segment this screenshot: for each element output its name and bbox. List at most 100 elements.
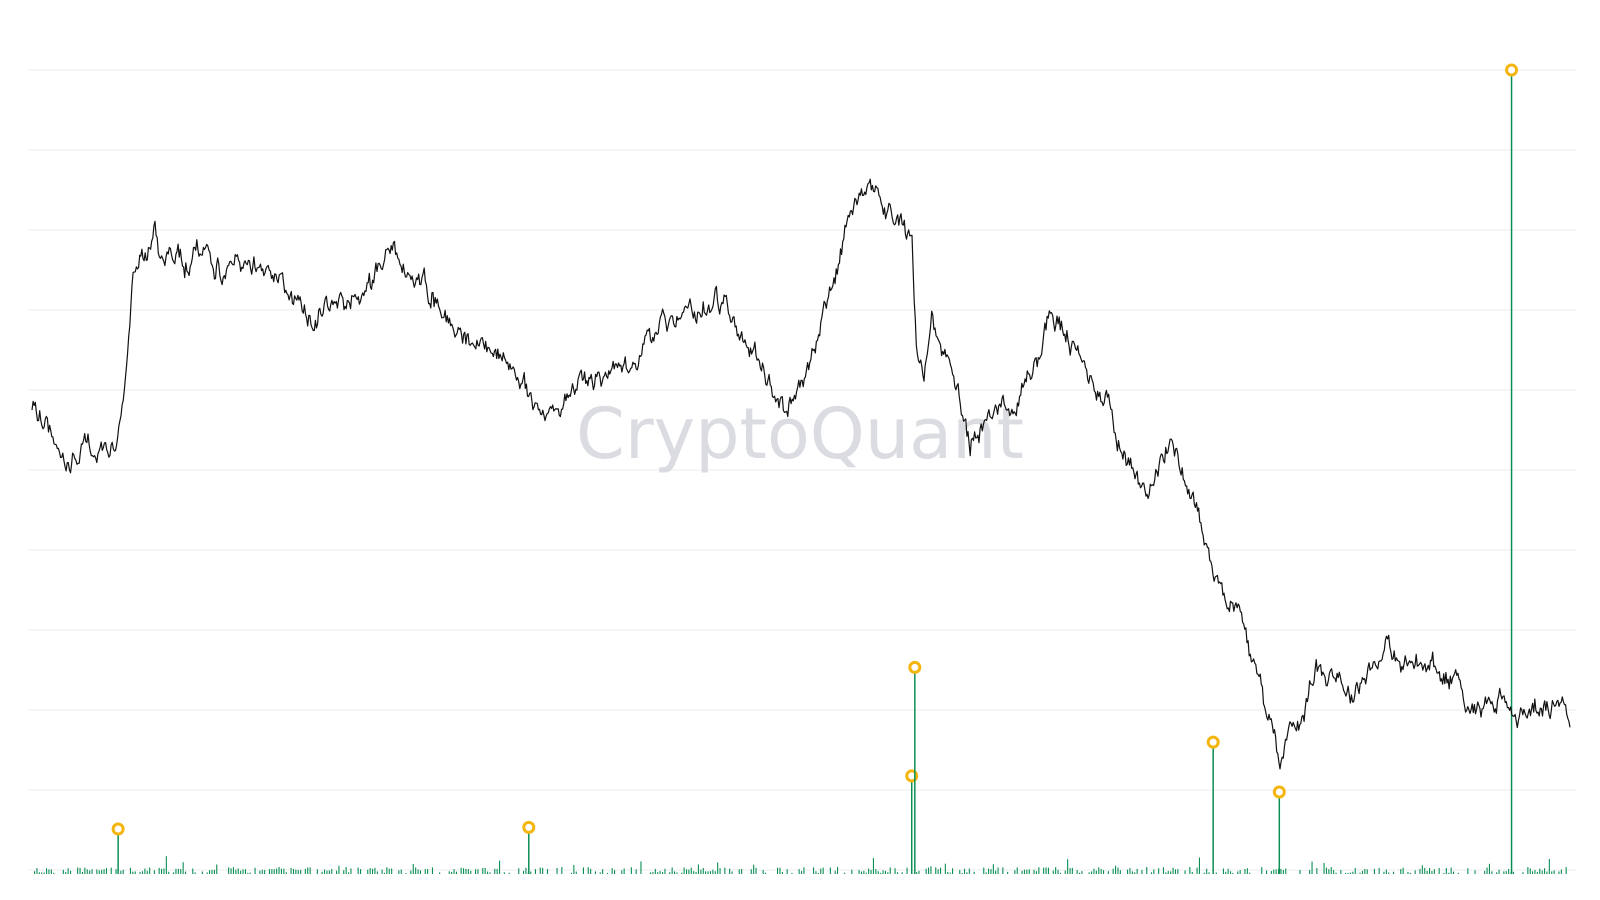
volume-bar: [1541, 870, 1543, 874]
volume-bar: [48, 869, 50, 874]
volume-bar: [357, 867, 359, 874]
volume-bar: [336, 870, 338, 874]
watermark: CryptoQuant: [576, 393, 1024, 475]
volume-bar: [1047, 867, 1049, 874]
volume-bar: [817, 873, 819, 874]
volume-bar: [343, 870, 345, 874]
volume-bar: [851, 869, 853, 874]
volume-bar: [863, 870, 865, 874]
volume-bar: [1119, 870, 1121, 874]
volume-bar: [1100, 869, 1102, 874]
volume-bar: [278, 867, 280, 874]
volume-bar: [374, 867, 376, 874]
volume-bar: [194, 872, 196, 874]
volume-bar: [686, 869, 688, 874]
volume-bar: [268, 869, 270, 874]
volume-bar: [290, 867, 292, 874]
volume-bar: [947, 871, 949, 874]
volume-bar: [201, 871, 203, 874]
volume-bar: [1498, 869, 1500, 874]
volume-bar: [1208, 872, 1210, 874]
volume-bar: [944, 863, 946, 874]
volume-bar: [1007, 871, 1009, 874]
volume-bar: [753, 864, 755, 874]
volume-bar: [1273, 869, 1275, 874]
volume-bar: [1383, 871, 1385, 874]
volume-bar: [482, 868, 484, 874]
volume-bar: [1508, 869, 1510, 874]
volume-bar: [1170, 871, 1172, 874]
volume-bar: [115, 869, 117, 874]
volume-bar: [635, 869, 637, 874]
volume-bar: [959, 869, 961, 874]
volume-bar: [1539, 868, 1541, 874]
volume-bar: [1244, 869, 1246, 874]
volume-bar: [916, 872, 918, 874]
volume-bar: [1409, 872, 1411, 874]
volume-bar: [518, 868, 520, 874]
volume-bars: [34, 856, 1567, 874]
volume-bar: [1227, 868, 1229, 874]
volume-bar: [163, 868, 165, 874]
volume-bar: [1565, 867, 1567, 874]
volume-bar: [158, 867, 160, 874]
volume-bar: [741, 868, 743, 874]
volume-bar: [1486, 867, 1488, 874]
volume-bar: [820, 868, 822, 874]
volume-bar: [822, 867, 824, 874]
volume-bar: [930, 866, 932, 874]
volume-bar: [988, 868, 990, 874]
volume-bar: [983, 867, 985, 874]
volume-bar: [1071, 867, 1073, 874]
volume-bar: [321, 871, 323, 874]
volume-bar: [417, 869, 419, 874]
volume-bar: [719, 868, 721, 874]
spike-marker: [1272, 785, 1286, 799]
volume-bar: [1419, 868, 1421, 874]
volume-bar: [693, 871, 695, 874]
volume-bar: [901, 872, 903, 874]
volume-bar: [110, 867, 112, 874]
volume-bar: [688, 869, 690, 874]
volume-bar: [561, 867, 563, 874]
volume-bar: [134, 871, 136, 874]
volume-bar: [1203, 872, 1205, 874]
volume-bar: [1239, 870, 1241, 874]
volume-bar: [1117, 867, 1119, 874]
volume-bar: [573, 865, 575, 874]
volume-bar: [966, 872, 968, 874]
volume-bar: [834, 870, 836, 874]
volume-bar: [383, 872, 385, 874]
volume-bar: [1553, 870, 1555, 874]
volume-bar: [400, 869, 402, 874]
volume-bar: [86, 869, 88, 874]
volume-bar: [546, 869, 548, 874]
volume-bar: [621, 870, 623, 874]
volume-bar: [1237, 871, 1239, 874]
volume-bar: [254, 867, 256, 874]
volume-bar: [935, 867, 937, 874]
volume-bar: [964, 868, 966, 874]
volume-bar: [714, 871, 716, 874]
volume-bar: [968, 868, 970, 874]
volume-bar: [67, 868, 69, 874]
volume-bar: [175, 868, 177, 874]
volume-bar: [973, 871, 975, 874]
volume-bar: [244, 869, 246, 874]
volume-bar: [43, 872, 45, 874]
volume-bar: [177, 868, 179, 874]
volume-bar: [326, 870, 328, 874]
volume-bar: [1364, 868, 1366, 874]
volume-bar: [870, 870, 872, 874]
volume-bar: [297, 870, 299, 874]
volume-bar: [837, 866, 839, 874]
volume-bar: [1198, 857, 1200, 874]
volume-bar: [139, 872, 141, 874]
volume-bar: [997, 867, 999, 874]
volume-bar: [1206, 868, 1208, 874]
volume-bar: [1426, 870, 1428, 874]
volume-bar: [453, 869, 455, 874]
volume-bar: [1443, 872, 1445, 874]
volume-bar: [1407, 872, 1409, 874]
